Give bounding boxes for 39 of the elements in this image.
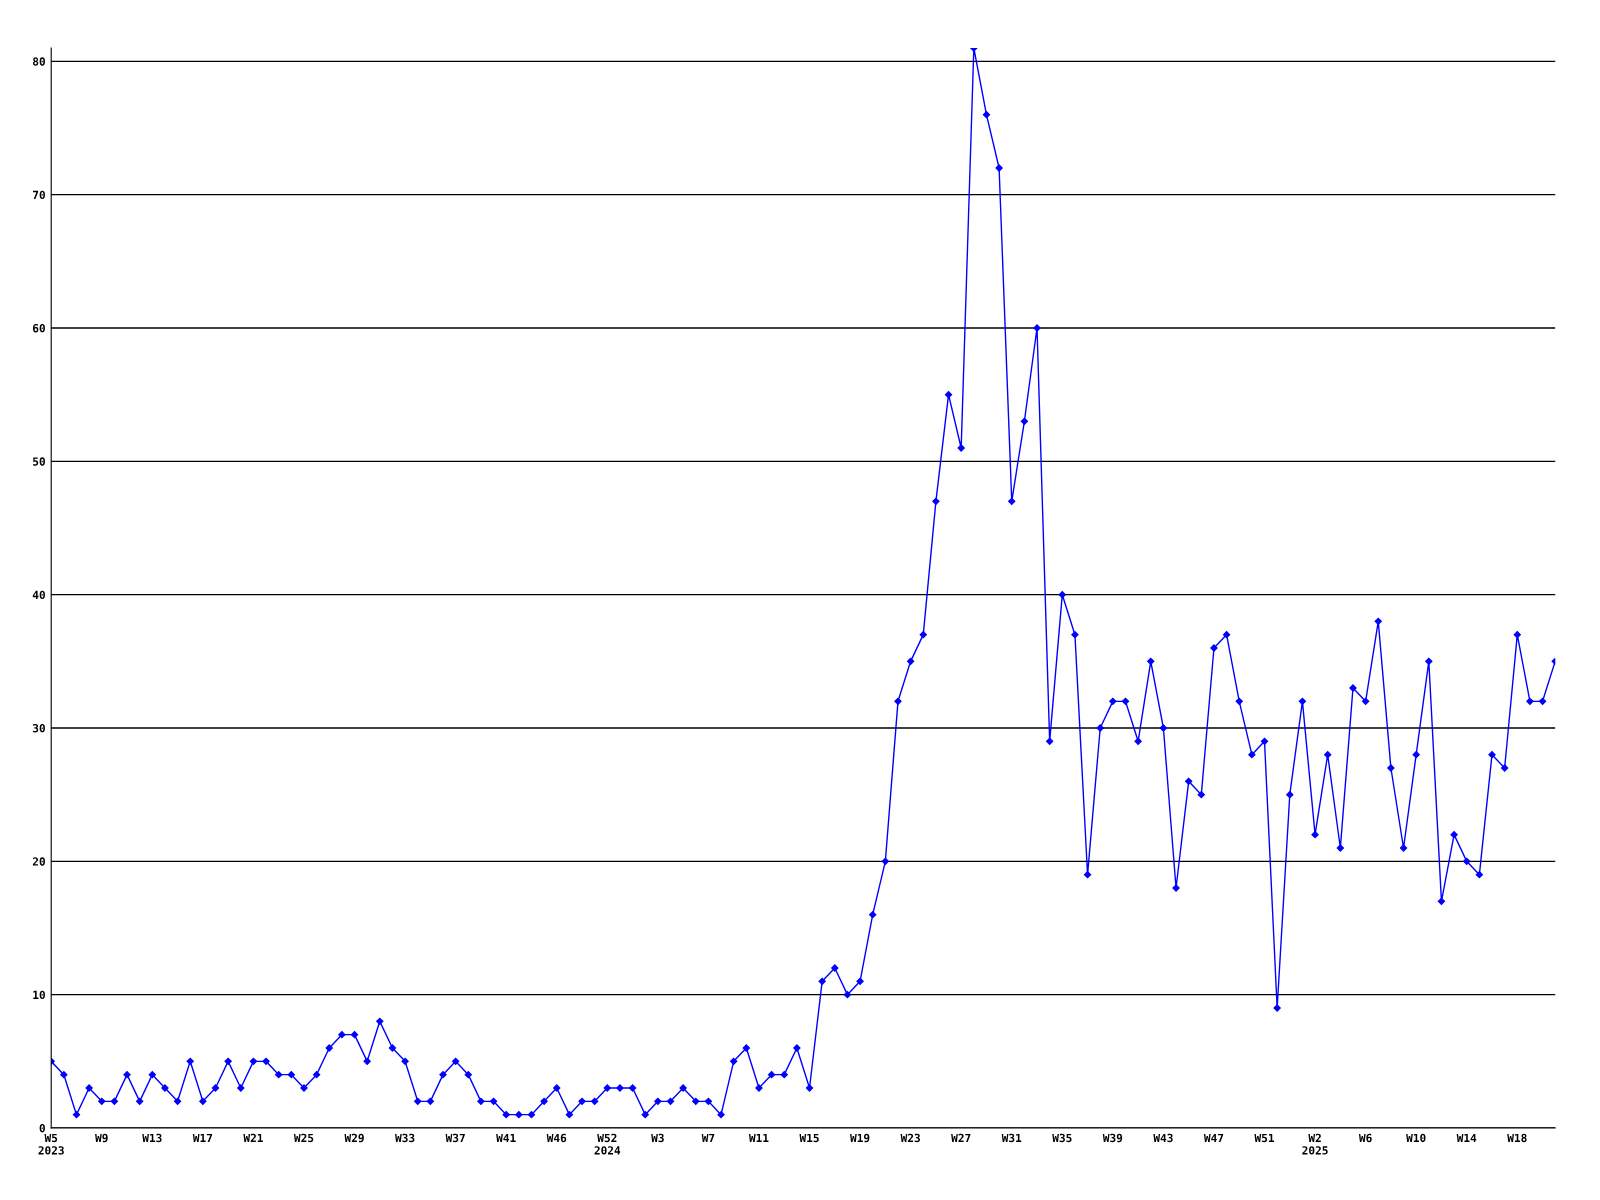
x-tick-label: W11 [748, 1133, 769, 1142]
x-tick-label: W9 [95, 1133, 108, 1143]
y-tick-label: 40 [32, 590, 45, 600]
x-tick-label: W5 2023 [38, 1133, 64, 1155]
x-tick-label: W46 [546, 1133, 567, 1143]
y-tick-label: 70 [33, 190, 45, 200]
x-tick-label: W39 [1102, 1133, 1123, 1143]
y-tick-label: 50 [33, 457, 45, 466]
x-tick-label: W25 [293, 1133, 314, 1143]
x-tick-label: W41 [496, 1133, 516, 1142]
x-tick-label: W3 [651, 1133, 664, 1143]
x-tick-label: W51 [1254, 1133, 1275, 1143]
y-tick-label: 0 [39, 1123, 45, 1133]
x-tick-label: W2 2025 [1302, 1133, 1328, 1155]
x-tick-label: W18 [1507, 1133, 1527, 1143]
x-tick-label: W31 [1001, 1133, 1022, 1143]
x-tick-label: W27 [951, 1133, 971, 1142]
x-tick-label: W14 [1456, 1133, 1477, 1142]
x-tick-label: W43 [1153, 1133, 1173, 1143]
x-tick-label: W17 [192, 1133, 213, 1142]
y-tick-label: 10 [33, 990, 45, 1000]
x-tick-label: W6 [1358, 1133, 1372, 1143]
x-tick-label: W29 [344, 1133, 364, 1143]
x-tick-label: W19 [850, 1133, 870, 1143]
x-tick-label: W13 [142, 1133, 162, 1143]
x-tick-label: W37 [445, 1133, 465, 1143]
y-tick-label: 60 [32, 323, 45, 333]
y-tick-label: 30 [32, 723, 45, 733]
y-tick-label: 20 [32, 857, 45, 866]
x-tick-label: W33 [395, 1133, 415, 1143]
x-tick-label: W23 [900, 1133, 920, 1143]
x-tick-label: W7 [701, 1133, 715, 1142]
x-tick-label: W52 2024 [594, 1133, 621, 1155]
x-tick-label: W35 [1052, 1133, 1072, 1143]
x-tick-label: W21 [243, 1133, 263, 1142]
x-tick-label: W10 [1406, 1133, 1426, 1143]
x-tick-label: W47 [1203, 1133, 1224, 1142]
x-tick-label: W15 [799, 1133, 819, 1143]
y-tick-label: 80 [32, 57, 45, 66]
